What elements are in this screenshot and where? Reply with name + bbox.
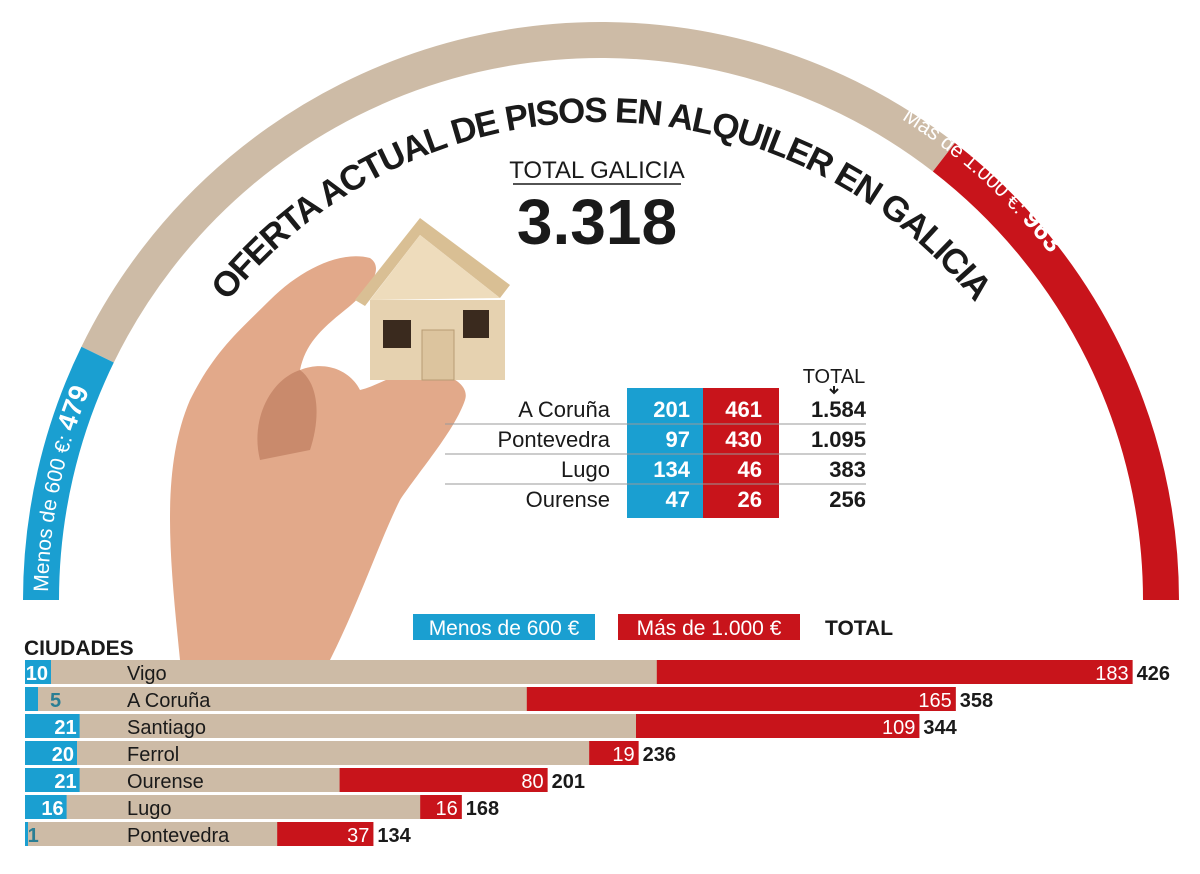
- bar-total-label: 168: [466, 798, 499, 820]
- house-icon: [355, 218, 510, 381]
- bar-high: [589, 741, 639, 765]
- bar-high: [339, 768, 548, 792]
- bar-high-label: 165: [918, 690, 951, 712]
- city-label: A Coruña: [127, 690, 211, 712]
- city-bar-row: 16 Lugo 16 168: [25, 795, 499, 820]
- bar-low: [25, 714, 80, 738]
- low-column: [627, 388, 703, 518]
- province-row: Pontevedra 97 430 1.095: [445, 427, 866, 455]
- province-high-value: 26: [738, 487, 762, 512]
- province-name: Ourense: [526, 487, 610, 512]
- bar-total-label: 134: [377, 825, 411, 847]
- province-low-value: 201: [653, 397, 690, 422]
- hand-icon: [170, 256, 466, 660]
- bar-high: [656, 660, 1133, 684]
- bar-high: [636, 714, 920, 738]
- province-low-value: 134: [653, 457, 690, 482]
- bar-total-label: 344: [923, 717, 957, 739]
- hand-holding-house-illustration: [170, 218, 510, 660]
- city-bar-row: 5 A Coruña 165 358: [25, 687, 993, 712]
- province-high-value: 461: [725, 397, 762, 422]
- hand-shadow: [257, 370, 317, 460]
- bar-total-label: 236: [643, 744, 676, 766]
- bar-low: [25, 795, 67, 819]
- arc-segment-high: [932, 143, 1179, 601]
- bar-total-label: 358: [960, 690, 993, 712]
- bar-low-label: 20: [52, 744, 74, 766]
- legend-low-label: Menos de 600 €: [429, 617, 580, 640]
- bar-high-label: 80: [521, 771, 543, 793]
- bar-low: [25, 687, 38, 711]
- province-row: Lugo 134 46 383: [445, 457, 866, 485]
- province-name: Pontevedra: [497, 427, 610, 452]
- legend-total-label: TOTAL: [825, 617, 893, 640]
- bar-high: [526, 687, 956, 711]
- price-arc: [23, 22, 1179, 601]
- bar-low-label: 16: [41, 798, 63, 820]
- bar-high-label: 37: [347, 825, 369, 847]
- province-low-value: 47: [666, 487, 690, 512]
- arc-segment-mid: [81, 22, 955, 363]
- chart-title: CIUDADES: [24, 637, 134, 660]
- bar-high-label: 183: [1095, 663, 1128, 685]
- bar-low-label: 5: [50, 690, 61, 712]
- high-column: [703, 388, 779, 518]
- bar-high-label: 16: [436, 798, 458, 820]
- bar-total: [25, 795, 462, 819]
- bar-low-label: 21: [54, 717, 76, 739]
- city-label: Lugo: [127, 798, 172, 820]
- bar-total: [25, 741, 639, 765]
- province-name: A Coruña: [518, 397, 610, 422]
- city-label: Santiago: [127, 717, 206, 739]
- legend: Menos de 600 € Más de 1.000 € TOTAL: [413, 614, 893, 640]
- total-column-header: TOTAL: [803, 366, 866, 388]
- bar-low-label: 21: [54, 771, 76, 793]
- bar-high-label: 109: [882, 717, 915, 739]
- province-high-value: 430: [725, 427, 762, 452]
- bar-high: [277, 822, 374, 846]
- arrow-down-icon: [829, 386, 839, 395]
- province-low-value: 97: [666, 427, 690, 452]
- province-row: Ourense 47 26 256: [526, 487, 866, 512]
- cities-bar-chart: 10 Vigo 183 426 5 A Coruña 165 358 21 Santiago 109…: [25, 660, 1170, 847]
- arc-segment-low: [23, 346, 114, 601]
- bar-high-label: 19: [612, 744, 634, 766]
- provinces-table: TOTAL A Coruña 201 461 1.584 Pontevedra 97 430…: [445, 366, 867, 518]
- city-bar-row: 10 Vigo 183 426: [25, 660, 1170, 685]
- city-bar-row: 21 Ourense 80 201: [25, 768, 585, 793]
- city-bar-row: 1 Pontevedra 37 134: [25, 822, 412, 847]
- bar-low-label: 1: [28, 825, 39, 847]
- total-galicia-label: TOTAL GALICIA: [509, 157, 685, 184]
- legend-high-swatch: [618, 614, 800, 640]
- city-label: Ourense: [127, 771, 204, 793]
- city-bar-row: 21 Santiago 109 344: [25, 714, 958, 739]
- city-label: Ferrol: [127, 744, 179, 766]
- province-total: 1.095: [811, 427, 866, 452]
- bar-low: [25, 768, 80, 792]
- legend-high-label: Más de 1.000 €: [637, 617, 782, 640]
- province-row: A Coruña 201 461 1.584: [445, 397, 867, 425]
- total-galicia-value: 3.318: [517, 186, 677, 258]
- city-bar-row: 20 Ferrol 19 236: [25, 741, 676, 766]
- province-total: 383: [829, 457, 866, 482]
- city-label: Vigo: [127, 663, 167, 685]
- bar-low: [25, 822, 28, 846]
- bar-total-label: 426: [1137, 663, 1170, 685]
- bar-total-label: 201: [552, 771, 585, 793]
- bar-low: [25, 660, 51, 684]
- legend-low-swatch: [413, 614, 595, 640]
- bar-low: [25, 741, 77, 765]
- province-total: 1.584: [811, 397, 867, 422]
- province-name: Lugo: [561, 457, 610, 482]
- bar-high: [420, 795, 462, 819]
- bar-low-label: 10: [26, 663, 48, 685]
- province-total: 256: [829, 487, 866, 512]
- province-high-value: 46: [738, 457, 762, 482]
- city-label: Pontevedra: [127, 825, 230, 847]
